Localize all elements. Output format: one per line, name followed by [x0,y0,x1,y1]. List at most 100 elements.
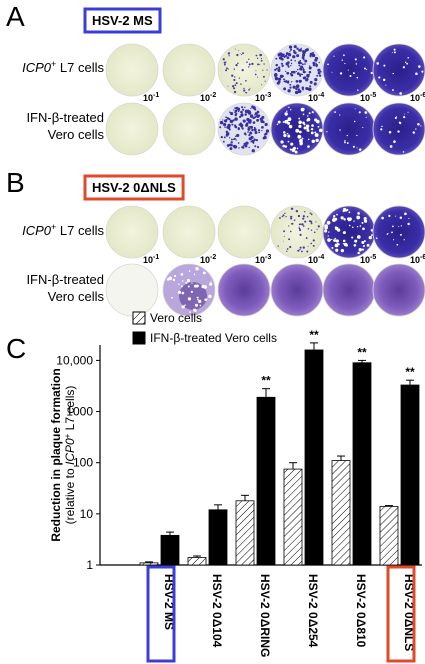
plaque [299,246,302,249]
plaque [327,63,329,66]
dilution-base: 10 [308,255,318,265]
plaque [296,147,299,150]
plaque [370,71,373,75]
plaque [375,237,378,240]
plaque [286,248,289,250]
plaque [331,71,333,73]
plaque [172,278,176,282]
plaque [245,91,247,94]
plaque [231,85,235,88]
plaque [299,229,302,232]
plaque [196,296,199,299]
plaque [233,145,238,149]
plaque [400,225,402,227]
plaque [310,222,313,225]
dilution-label: 10-5 [360,92,376,103]
plaque [295,70,297,73]
plaque [366,68,368,71]
plaque [189,311,191,313]
plaque [403,115,406,119]
plaque [310,131,314,135]
plaque [298,226,300,228]
plaque [309,54,312,57]
plaque [298,49,301,52]
wells [105,43,425,317]
plaque [228,137,231,139]
plaque [247,131,249,133]
plaque [389,145,393,148]
plaque [294,51,297,55]
plaque [187,297,192,301]
plaque [392,89,394,91]
plaque [284,70,287,73]
plaque [308,66,312,70]
plaque [344,140,346,142]
plaque [289,109,292,111]
plaque [298,117,301,120]
plaque [262,69,264,71]
plaque [178,283,180,286]
plaque [244,113,247,116]
plaque [264,80,266,82]
plaque [250,107,252,110]
plaque [370,234,373,237]
plaque [314,118,318,122]
plaque [277,120,281,124]
plaque [408,217,410,220]
plaque [225,69,228,72]
plaque [347,217,351,221]
plaque [310,220,313,223]
plaque [248,134,251,137]
plaque [180,285,183,288]
plaque [395,215,397,217]
plaque [299,233,302,236]
plaque [338,243,340,246]
category-box [146,565,176,663]
plaque [420,125,422,127]
x-tick-label: HSV-2 0Δ104 [210,574,224,648]
plaque [297,89,302,94]
plaque [238,50,240,52]
plaque [202,271,206,275]
plaque [290,142,294,146]
plaque [258,131,261,134]
plaque [288,106,290,109]
plaque [292,55,296,59]
plaque [254,129,257,132]
plaque [334,243,339,248]
plaque [243,89,246,92]
plaque [298,130,302,134]
dilution-base: 10 [308,93,318,103]
plaque [320,70,322,73]
plaque [299,142,303,146]
plaque [287,119,290,122]
plaque [324,225,328,230]
plaque [274,68,277,71]
row-label: ICP0+ L7 cells [22,59,104,75]
plaque [285,216,287,218]
plaque [354,120,356,123]
plaque [290,70,294,74]
plaque [307,115,309,117]
plaque [277,245,279,247]
plaque [166,278,170,281]
plaque [264,122,268,127]
plaque [252,116,255,120]
plaque [303,50,306,53]
plaque [327,235,329,237]
plaque [251,105,254,109]
plaque [260,57,263,60]
plaque [316,228,318,230]
plaque [361,248,365,251]
well [217,205,271,259]
plaque [222,140,225,143]
plaque [404,212,407,216]
plaque [287,89,291,93]
plaque [223,136,226,139]
plaque [253,138,256,141]
plaque [292,70,296,74]
plaque [361,221,364,224]
plaque [294,150,298,154]
plaque [370,228,374,232]
y-tick-label: 1000 [66,405,93,419]
